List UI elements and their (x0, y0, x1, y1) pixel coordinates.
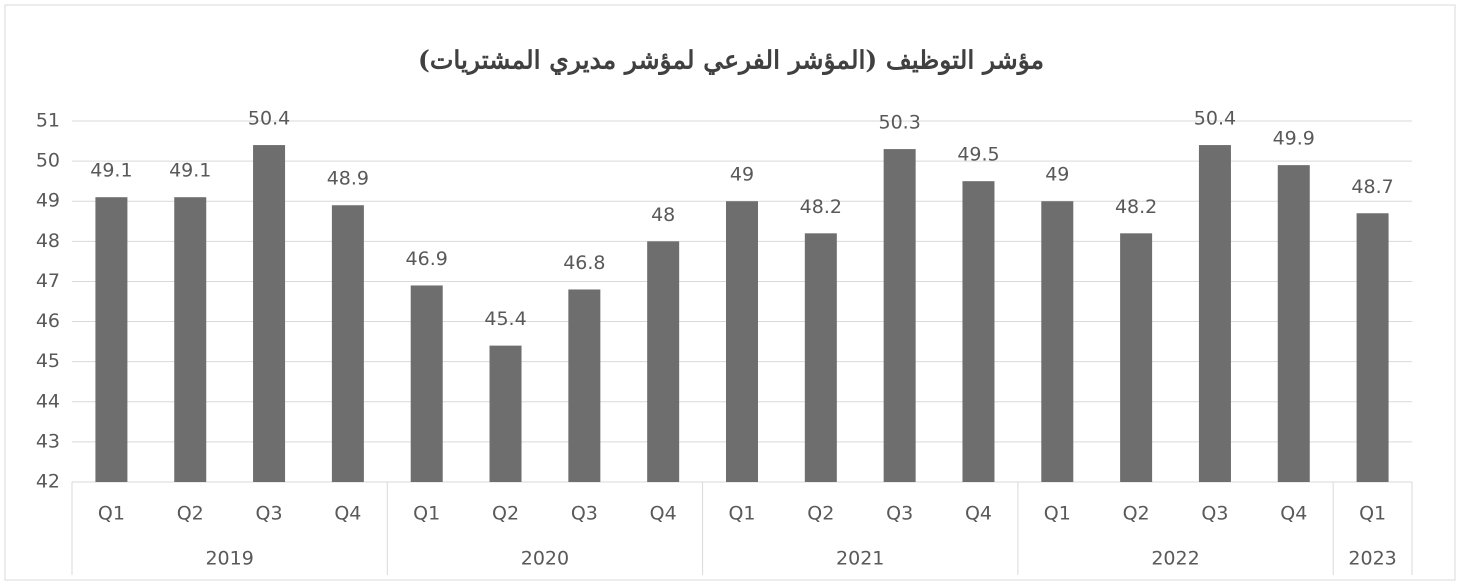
bar (1120, 233, 1153, 482)
x-tick-label: Q4 (650, 503, 677, 525)
x-tick-label: Q3 (571, 503, 598, 525)
bar (174, 197, 207, 482)
data-label: 48 (651, 204, 675, 226)
data-label: 48.2 (1115, 196, 1157, 218)
data-label: 49.9 (1273, 128, 1315, 150)
data-label: 48.2 (800, 196, 842, 218)
data-label: 48.9 (327, 168, 369, 190)
x-tick-label: Q2 (492, 503, 519, 525)
x-tick-label: Q4 (1280, 503, 1307, 525)
bar (331, 205, 364, 482)
chart-title: مؤشر التوظيف (المؤشر الفرعي لمؤشر مديري … (418, 46, 1044, 76)
x-tick-label: Q2 (177, 503, 204, 525)
data-label: 48.7 (1351, 176, 1393, 198)
data-label: 46.9 (406, 248, 448, 270)
x-tick-label: Q2 (807, 503, 834, 525)
data-label: 50.4 (248, 108, 290, 130)
x-tick-label: Q4 (334, 503, 361, 525)
x-tick-label: Q4 (965, 503, 992, 525)
group-label: 2020 (521, 548, 569, 570)
bar (95, 197, 128, 482)
y-tick-label: 46 (36, 310, 60, 332)
group-label: 2022 (1151, 548, 1199, 570)
data-label: 50.4 (1194, 108, 1236, 130)
bar (1041, 201, 1074, 482)
y-tick-label: 49 (36, 190, 60, 212)
data-label: 49 (730, 164, 754, 186)
bar (489, 345, 522, 482)
y-tick-label: 50 (36, 150, 60, 172)
bar (1277, 165, 1310, 482)
x-tick-label: Q1 (1359, 503, 1386, 525)
data-label: 49.1 (169, 160, 211, 182)
data-label: 50.3 (878, 112, 920, 134)
bar (253, 145, 286, 483)
group-label: 2021 (836, 548, 884, 570)
x-tick-label: Q3 (256, 503, 283, 525)
x-tick-label: Q3 (1201, 503, 1228, 525)
bar (410, 285, 443, 482)
x-tick-label: Q2 (1123, 503, 1150, 525)
y-tick-label: 42 (36, 471, 60, 493)
data-label: 49 (1045, 164, 1069, 186)
x-tick-label: Q1 (413, 503, 440, 525)
data-label: 49.5 (957, 144, 999, 166)
y-tick-label: 44 (36, 390, 60, 412)
y-tick-label: 45 (36, 350, 60, 372)
data-label: 46.8 (563, 252, 605, 274)
bar (568, 289, 601, 482)
bar (804, 233, 837, 482)
bar (1198, 145, 1231, 483)
x-tick-label: Q1 (98, 503, 125, 525)
y-tick-label: 47 (36, 270, 60, 292)
y-tick-label: 51 (36, 110, 60, 132)
bar (1356, 213, 1389, 482)
bar (962, 181, 995, 482)
y-tick-label: 48 (36, 230, 60, 252)
bar (726, 201, 758, 482)
group-label: 2019 (205, 548, 253, 570)
x-tick-label: Q3 (886, 503, 913, 525)
x-tick-label: Q1 (728, 503, 755, 525)
data-label: 49.1 (90, 160, 132, 182)
bar (647, 241, 680, 482)
y-tick-label: 43 (36, 430, 60, 452)
group-label: 2023 (1348, 548, 1396, 570)
data-label: 45.4 (484, 308, 526, 330)
bar (883, 149, 916, 483)
x-tick-label: Q1 (1044, 503, 1071, 525)
